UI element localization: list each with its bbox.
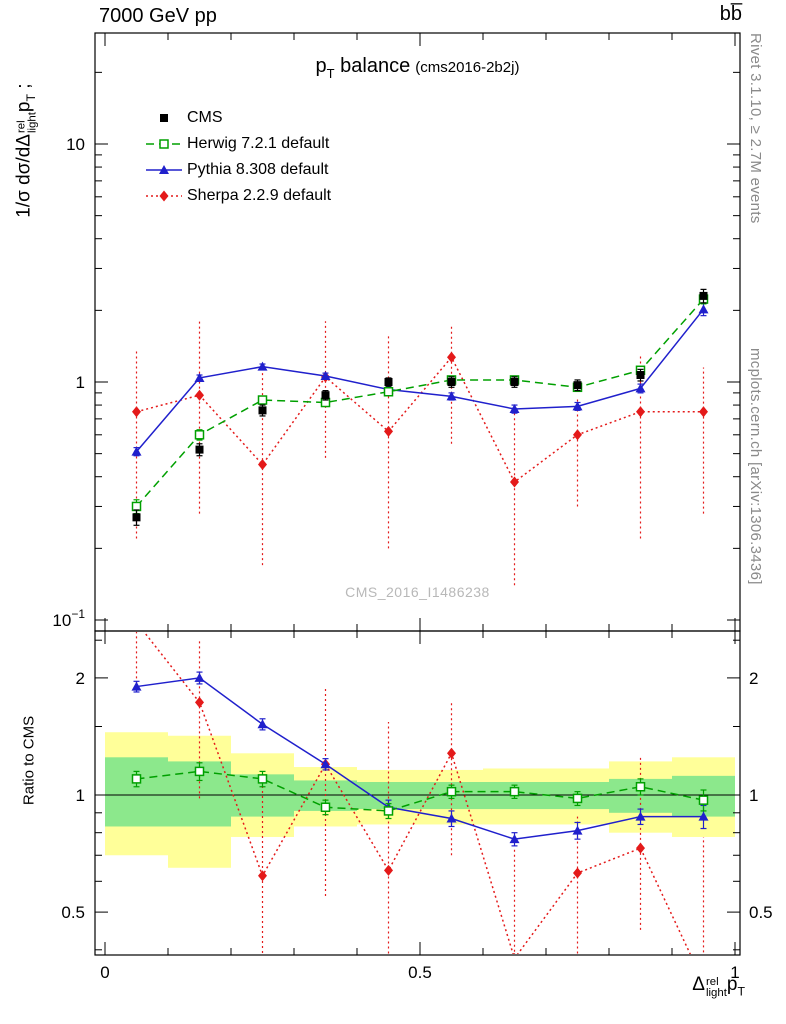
ylabel-pre: 1/σ dσ/dΔ (13, 134, 35, 218)
ylabel-p: p (13, 101, 35, 113)
ylabel-p-sub: T (24, 93, 38, 102)
xlabel-p-sub: T (737, 984, 745, 999)
svg-text:0: 0 (100, 963, 109, 982)
ylabel-sub: light (26, 112, 39, 133)
mcplots-reference-label: mcplots.cern.ch [arXiv:1306.3436] (747, 348, 764, 585)
svg-text:0.5: 0.5 (61, 903, 85, 922)
legend-label-cms: CMS (187, 109, 223, 126)
svg-text:10−1: 10−1 (52, 607, 85, 630)
xlabel-p: p (726, 974, 738, 995)
ylabel-supsub: rel light (16, 112, 39, 133)
svg-text:1: 1 (749, 786, 758, 805)
title-pt: p (315, 55, 327, 77)
svg-text:2: 2 (76, 669, 85, 688)
analysis-watermark: CMS_2016_I1486238 (345, 584, 490, 600)
ylabel-post: ; (13, 83, 35, 94)
main-y-axis-label: 1/σ dσ/dΔ rel light pT ; (13, 21, 38, 281)
ratio-y-axis-label: Ratio to CMS (20, 715, 38, 806)
title-analysis-tag: (cms2016-2b2j) (415, 59, 520, 76)
title-pt-sub: T (326, 65, 335, 81)
svg-text:10: 10 (66, 135, 85, 154)
legend-label-sherpa: Sherpa 2.2.9 default (187, 187, 332, 204)
process-label: bb̅ (719, 3, 742, 25)
plot-title: pT balance (cms2016-2b2j) (95, 55, 740, 81)
title-main: balance (334, 55, 411, 77)
svg-text:0.5: 0.5 (408, 963, 432, 982)
xlabel-supsub: rel light (706, 977, 727, 999)
xlabel-sub: light (705, 987, 727, 1000)
svg-text:0.5: 0.5 (749, 903, 773, 922)
svg-text:1: 1 (76, 786, 85, 805)
svg-text:1: 1 (76, 373, 85, 392)
rivet-version-label: Rivet 3.1.10, ≥ 2.7M events (747, 33, 764, 224)
xlabel-sup: rel (705, 976, 719, 989)
svg-text:1: 1 (730, 963, 739, 982)
legend-label-pythia: Pythia 8.308 default (187, 161, 329, 178)
xlabel-delta: Δ (692, 974, 705, 995)
beam-energy-label: 7000 GeV pp (99, 5, 217, 27)
legend-label-herwig: Herwig 7.2.1 default (187, 135, 330, 152)
svg-text:2: 2 (749, 669, 758, 688)
